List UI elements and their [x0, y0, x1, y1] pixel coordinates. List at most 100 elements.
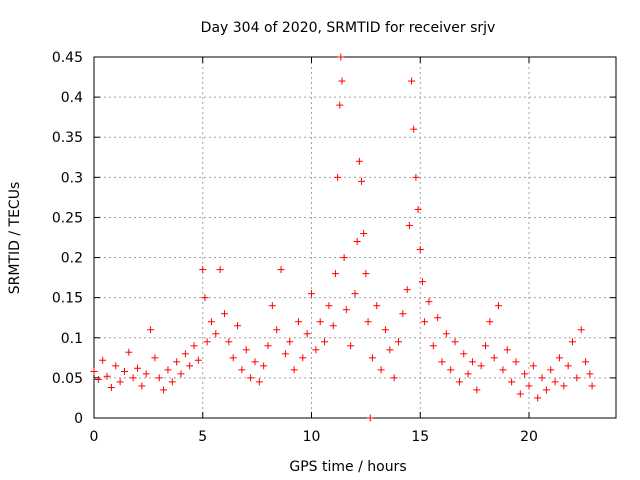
data-point — [142, 370, 150, 378]
data-point — [529, 362, 537, 370]
data-point — [495, 302, 503, 310]
data-point — [564, 362, 572, 370]
data-point — [577, 326, 585, 334]
data-point — [247, 374, 255, 382]
data-point — [199, 266, 207, 274]
data-point — [438, 358, 446, 366]
y-tick-label: 0.45 — [52, 50, 83, 66]
data-point — [173, 358, 181, 366]
data-point — [186, 362, 194, 370]
data-point — [316, 318, 324, 326]
data-point — [447, 366, 455, 374]
data-point — [325, 302, 333, 310]
data-point — [434, 314, 442, 322]
x-tick-label: 20 — [520, 429, 538, 445]
x-tick-label: 15 — [411, 429, 429, 445]
data-point — [229, 354, 237, 362]
x-tick-label: 0 — [90, 429, 99, 445]
data-point — [358, 177, 366, 185]
data-point — [416, 246, 424, 254]
chart-title: Day 304 of 2020, SRMTID for receiver srj… — [201, 20, 496, 36]
data-point — [512, 358, 520, 366]
data-point — [216, 266, 224, 274]
data-point — [212, 330, 220, 338]
data-point — [338, 77, 346, 85]
data-point — [251, 358, 259, 366]
y-tick-label: 0 — [74, 411, 83, 427]
data-point — [551, 378, 559, 386]
data-point — [103, 372, 111, 380]
data-point — [421, 318, 429, 326]
data-point — [408, 77, 416, 85]
data-point — [299, 354, 307, 362]
data-point — [347, 342, 355, 350]
data-point — [255, 378, 263, 386]
data-point — [190, 342, 198, 350]
data-point — [194, 356, 202, 364]
data-point — [329, 322, 337, 330]
data-point — [555, 354, 563, 362]
data-point — [534, 394, 542, 402]
data-point — [503, 346, 511, 354]
data-point — [277, 266, 285, 274]
data-point — [94, 375, 102, 383]
data-point — [542, 386, 550, 394]
data-point — [569, 338, 576, 346]
data-point — [366, 414, 374, 422]
data-point — [381, 326, 389, 334]
data-point — [460, 350, 468, 358]
data-point — [138, 382, 146, 390]
data-point — [425, 298, 433, 306]
data-point — [573, 374, 581, 382]
data-points — [90, 53, 596, 422]
data-point — [464, 370, 472, 378]
y-tick-label: 0.2 — [61, 251, 83, 267]
data-point — [586, 370, 594, 378]
x-tick-label: 5 — [198, 429, 207, 445]
data-point — [151, 354, 159, 362]
y-tick-label: 0.35 — [52, 130, 83, 146]
data-point — [312, 346, 320, 354]
data-point — [203, 338, 211, 346]
data-point — [134, 364, 141, 372]
data-point — [221, 310, 228, 318]
data-point — [588, 382, 596, 390]
data-point — [273, 326, 281, 334]
data-point — [390, 374, 398, 382]
data-point — [490, 354, 498, 362]
data-point — [362, 270, 370, 278]
data-point — [368, 354, 376, 362]
tick-layer: 0 5 10 15 20 0 0.05 0.1 0.15 0.2 0.25 0.3 0.35 0.4 0.4… — [52, 50, 616, 445]
data-point — [181, 350, 189, 358]
data-point — [238, 366, 246, 374]
data-point — [455, 378, 463, 386]
data-point — [334, 173, 342, 181]
data-point — [321, 338, 329, 346]
data-point — [340, 254, 348, 262]
data-point — [386, 346, 394, 354]
data-point — [403, 286, 411, 294]
data-point — [395, 338, 402, 346]
data-point — [405, 221, 413, 229]
data-point — [525, 382, 533, 390]
data-point — [418, 278, 426, 286]
data-point — [90, 367, 98, 375]
y-tick-label: 0.3 — [61, 170, 83, 186]
data-point — [303, 330, 311, 338]
data-point — [177, 370, 185, 378]
data-point — [337, 53, 345, 61]
data-point — [155, 374, 163, 382]
data-point — [499, 366, 507, 374]
data-point — [286, 338, 294, 346]
data-point — [414, 205, 422, 213]
data-point — [336, 101, 344, 109]
data-point — [99, 356, 107, 364]
data-point — [353, 238, 361, 246]
data-point — [521, 370, 529, 378]
grid-layer — [94, 57, 616, 418]
data-point — [360, 229, 368, 237]
data-point — [429, 342, 437, 350]
data-point — [399, 310, 407, 318]
data-point — [468, 358, 476, 366]
